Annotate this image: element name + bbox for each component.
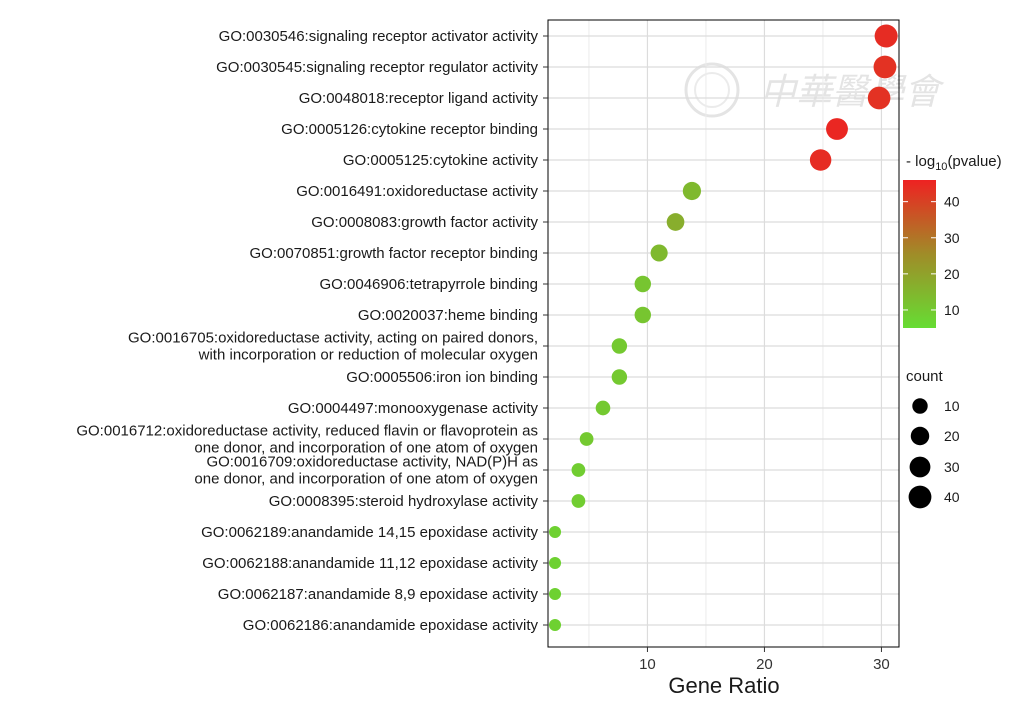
y-tick-label: GO:0016491:oxidoreductase activity (296, 183, 538, 200)
data-points (548, 24, 898, 632)
watermark-text: 中華醫學會 (760, 72, 945, 113)
color-legend-bar (903, 180, 936, 328)
plot-border (547, 19, 900, 648)
y-tick-label: GO:0062189:anandamide 14,15 epoxidase ac… (201, 524, 538, 541)
data-point (548, 618, 562, 632)
y-tick-label: GO:0016705:oxidoreductase activity, acti… (128, 330, 538, 347)
y-tick-label: GO:0008083:growth factor activity (311, 214, 538, 231)
x-tick-label: 10 (639, 656, 656, 673)
grid (548, 20, 899, 647)
size-legend-dot (912, 398, 928, 414)
color-legend-title: - log10(pvalue) (906, 153, 1002, 173)
y-tick-label: GO:0062188:anandamide 11,12 epoxidase ac… (202, 555, 538, 572)
y-axis: GO:0030546:signaling receptor activator … (76, 28, 548, 634)
y-tick-label: GO:0062186:anandamide epoxidase activity (243, 617, 539, 634)
y-tick-label: GO:0062187:anandamide 8,9 epoxidase acti… (218, 586, 539, 603)
y-tick-label: GO:0070851:growth factor receptor bindin… (249, 245, 538, 262)
color-legend: - log10(pvalue) 10 20 30 40 (903, 153, 1002, 328)
data-point (595, 400, 611, 416)
y-tick-label: GO:0048018:receptor ligand activity (299, 90, 539, 107)
data-point (548, 587, 562, 601)
y-tick-label: with incorporation or reduction of molec… (198, 347, 538, 364)
y-tick-label: GO:0008395:steroid hydroxylase activity (269, 493, 539, 510)
size-legend-dot (908, 485, 932, 509)
size-legend-label: 30 (944, 459, 960, 475)
data-point (571, 463, 586, 477)
data-point (682, 181, 702, 201)
data-point (634, 306, 651, 324)
x-axis-title: Gene Ratio (668, 673, 779, 698)
data-point (548, 525, 562, 539)
data-point (634, 275, 651, 293)
data-point (873, 55, 897, 79)
data-point (874, 24, 898, 48)
size-legend-items: 10 20 30 40 (908, 398, 960, 509)
color-legend-tick-label: 40 (944, 194, 960, 210)
y-tick-label: GO:0005125:cytokine activity (343, 152, 539, 169)
y-tick-label: GO:0005126:cytokine receptor binding (281, 121, 538, 138)
size-legend-dot (910, 426, 930, 446)
y-tick-label: GO:0020037:heme binding (358, 307, 538, 324)
x-axis: 10 20 30 (639, 647, 890, 673)
size-legend: count 10 20 30 40 (906, 368, 960, 509)
color-legend-tick-label: 30 (944, 230, 960, 246)
color-legend-tick-label: 10 (944, 302, 960, 318)
y-tick-label: one donor, and incorporation of one atom… (194, 440, 538, 457)
x-tick-label: 20 (756, 656, 773, 673)
data-point (650, 244, 668, 262)
x-tick-label: 30 (873, 656, 890, 673)
data-point (548, 556, 562, 570)
watermark-seal (684, 62, 740, 118)
color-legend-tick-label: 20 (944, 266, 960, 282)
y-tick-label: GO:0046906:tetrapyrrole binding (320, 276, 538, 293)
size-legend-title: count (906, 368, 944, 385)
data-point (579, 432, 594, 446)
data-point (809, 149, 832, 171)
size-legend-dot (909, 456, 931, 478)
y-tick-label: one donor, and incorporation of one atom… (194, 471, 538, 488)
y-tick-label: GO:0030546:signaling receptor activator … (219, 28, 539, 45)
color-legend-ticks: 10 20 30 40 (903, 194, 960, 318)
size-legend-label: 20 (944, 428, 960, 444)
data-point (666, 213, 685, 231)
data-point (867, 86, 891, 110)
y-tick-label: GO:0005506:iron ion binding (346, 369, 538, 386)
data-point (571, 494, 586, 508)
size-legend-label: 10 (944, 398, 960, 414)
data-point (611, 369, 628, 385)
y-tick-label: GO:0004497:monooxygenase activity (288, 400, 539, 417)
data-point (826, 118, 848, 140)
y-tick-label: GO:0016712:oxidoreductase activity, redu… (76, 423, 538, 440)
y-tick-label: GO:0030545:signaling receptor regulator … (216, 59, 538, 76)
y-tick-label: GO:0016709:oxidoreductase activity, NAD(… (206, 454, 538, 471)
data-point (611, 338, 628, 354)
size-legend-label: 40 (944, 489, 960, 505)
